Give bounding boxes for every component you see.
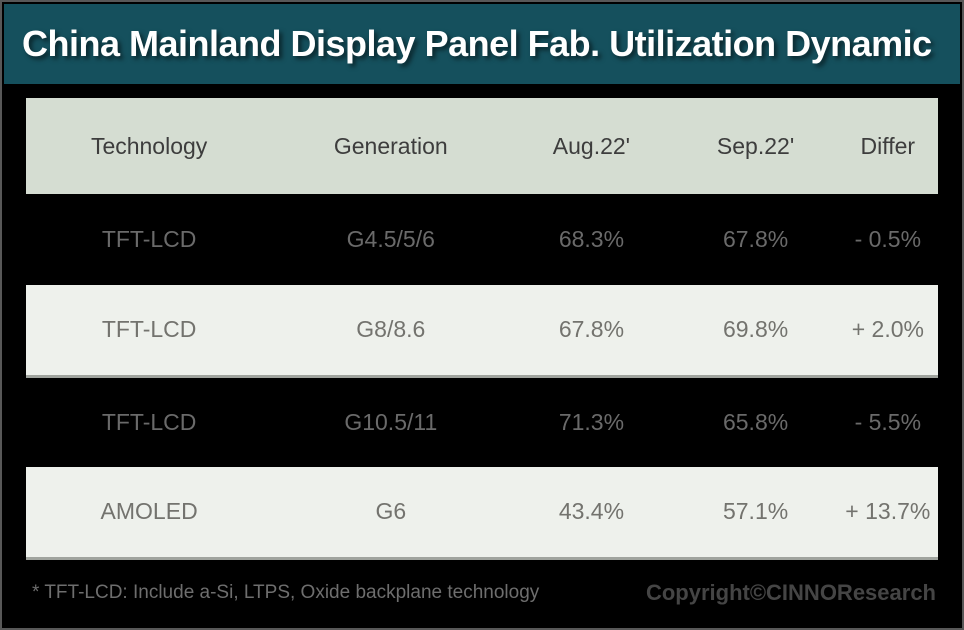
table-cell: G8/8.6 [356, 316, 426, 343]
table-cell: TFT-LCD [101, 316, 197, 343]
table-cell: G4.5/5/6 [346, 226, 435, 252]
table-row: AMOLED G6 43.4% 57.1% + 13.7% [26, 467, 938, 558]
page-title: China Mainland Display Panel Fab. Utiliz… [22, 23, 932, 64]
table-cell: TFT-LCD [101, 226, 197, 252]
table-cell: G6 [375, 498, 407, 525]
table-cell: 67.8% [722, 226, 789, 252]
table-cell: - 5.5% [854, 408, 922, 435]
table-cell: + 13.7% [845, 498, 931, 525]
table-row: TFT-LCD G10.5/11 71.3% 65.8% - 5.5% [26, 376, 938, 467]
footnote: * TFT-LCD: Include a-Si, LTPS, Oxide bac… [32, 581, 540, 603]
header-row: Technology Generation Aug.22' Sep.22' Di… [26, 98, 938, 194]
table-cell: 57.1% [722, 498, 789, 525]
footer: * TFT-LCD: Include a-Si, LTPS, Oxide bac… [2, 560, 962, 606]
column-header-generation: Generation [333, 132, 448, 159]
table-cell: 68.3% [558, 226, 625, 252]
table-cell: 65.8% [722, 408, 789, 435]
column-header-differ: Differ [860, 132, 916, 159]
table-header: Technology Generation Aug.22' Sep.22' Di… [26, 98, 938, 194]
table-cell: G10.5/11 [344, 408, 438, 435]
table-cell: 43.4% [558, 498, 625, 525]
table-cell: TFT-LCD [101, 408, 197, 435]
table-cell: 67.8% [558, 316, 625, 343]
utilization-table-wrap: Technology Generation Aug.22' Sep.22' Di… [26, 98, 938, 560]
table-cell: - 0.5% [854, 226, 922, 252]
table-cell: + 2.0% [851, 316, 924, 343]
title-bar: China Mainland Display Panel Fab. Utiliz… [4, 4, 960, 84]
table-row: TFT-LCD G4.5/5/6 68.3% 67.8% - 0.5% [26, 194, 938, 285]
table-cell: 71.3% [558, 408, 625, 435]
copyright: Copyright©CINNOResearch [645, 579, 936, 605]
table-row: TFT-LCD G8/8.6 67.8% 69.8% + 2.0% [26, 285, 938, 376]
column-header-sep22: Sep.22' [716, 132, 795, 159]
table-body: TFT-LCD G4.5/5/6 68.3% 67.8% - 0.5% TFT-LCD G8… [26, 194, 938, 558]
table-cell: AMOLED [100, 498, 198, 525]
utilization-table: Technology Generation Aug.22' Sep.22' Di… [26, 98, 938, 560]
table-cell: 69.8% [722, 316, 789, 343]
column-header-technology: Technology [90, 132, 208, 159]
column-header-aug22: Aug.22' [552, 132, 631, 159]
